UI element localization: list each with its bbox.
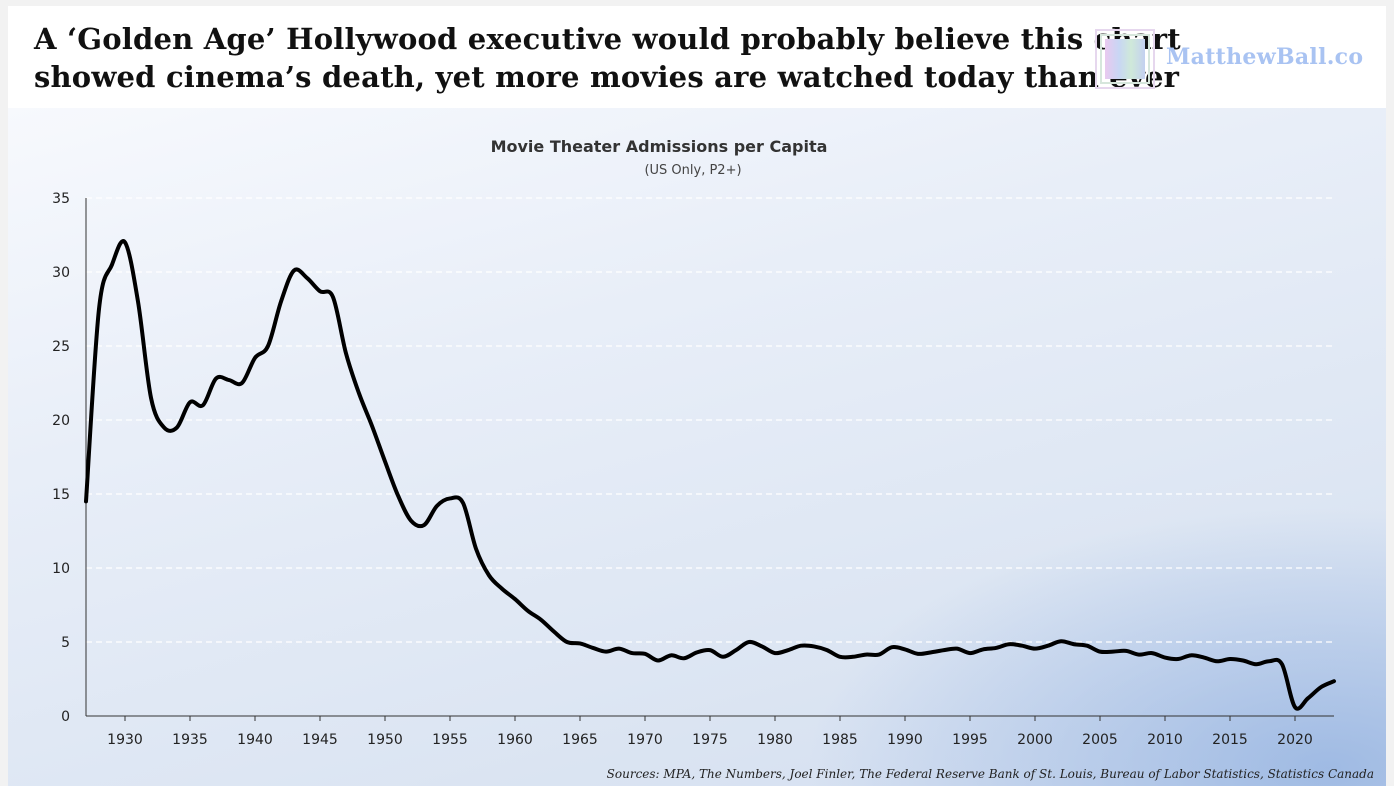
series-layer xyxy=(84,239,1336,711)
axes xyxy=(85,198,1334,721)
chart-title: Movie Theater Admissions per Capita xyxy=(491,137,828,156)
header: A ‘Golden Age’ Hollywood executive would… xyxy=(8,6,1386,108)
y-tick-labels: 0 5 10 15 20 25 30 35 xyxy=(52,191,70,725)
x-tick-1965: 1965 xyxy=(562,732,598,748)
x-tick-1970: 1970 xyxy=(627,732,663,748)
logo-text: MatthewBall.co xyxy=(1166,44,1364,70)
x-tick-2000: 2000 xyxy=(1017,732,1053,748)
y-tick-35: 35 xyxy=(52,191,70,207)
x-tick-1940: 1940 xyxy=(237,732,273,748)
x-tick-1935: 1935 xyxy=(172,732,208,748)
y-tick-30: 30 xyxy=(52,265,70,281)
x-tick-1995: 1995 xyxy=(952,732,988,748)
x-tick-2015: 2015 xyxy=(1212,732,1248,748)
chart-area: Movie Theater Admissions per Capita (US … xyxy=(8,108,1386,786)
x-tick-1985: 1985 xyxy=(822,732,858,748)
source-note: Sources: MPA, The Numbers, Joel Finler, … xyxy=(607,767,1374,781)
logo-icon xyxy=(1095,29,1155,89)
x-tick-1950: 1950 xyxy=(367,732,403,748)
x-tick-1990: 1990 xyxy=(887,732,923,748)
x-tick-2005: 2005 xyxy=(1082,732,1118,748)
x-tick-labels: 1930 1935 1940 1945 1950 1955 1960 1965 1970 1975… xyxy=(107,732,1313,748)
x-tick-2010: 2010 xyxy=(1147,732,1183,748)
y-tick-15: 15 xyxy=(52,487,70,503)
y-tick-25: 25 xyxy=(52,339,70,355)
page-title: A ‘Golden Age’ Hollywood executive would… xyxy=(34,20,1181,96)
line-chart: Movie Theater Admissions per Capita (US … xyxy=(52,137,1374,781)
chart-subtitle: (US Only, P2+) xyxy=(644,163,741,178)
y-tick-10: 10 xyxy=(52,561,70,577)
x-tick-1930: 1930 xyxy=(107,732,143,748)
x-tick-1945: 1945 xyxy=(302,732,338,748)
x-tick-1960: 1960 xyxy=(497,732,533,748)
headline-line-2: showed cinema’s death, yet more movies a… xyxy=(34,60,1180,94)
headline-line-1: A ‘Golden Age’ Hollywood executive would… xyxy=(34,22,1181,56)
y-tick-20: 20 xyxy=(52,413,70,429)
x-tick-1975: 1975 xyxy=(692,732,728,748)
page-frame: A ‘Golden Age’ Hollywood executive would… xyxy=(8,6,1386,786)
y-tick-0: 0 xyxy=(61,709,70,725)
x-tick-1955: 1955 xyxy=(432,732,468,748)
grid-lines xyxy=(86,197,1334,643)
x-tick-1980: 1980 xyxy=(757,732,793,748)
series-line-0 xyxy=(84,239,1336,711)
y-tick-5: 5 xyxy=(61,635,70,651)
x-tick-2020: 2020 xyxy=(1277,732,1313,748)
